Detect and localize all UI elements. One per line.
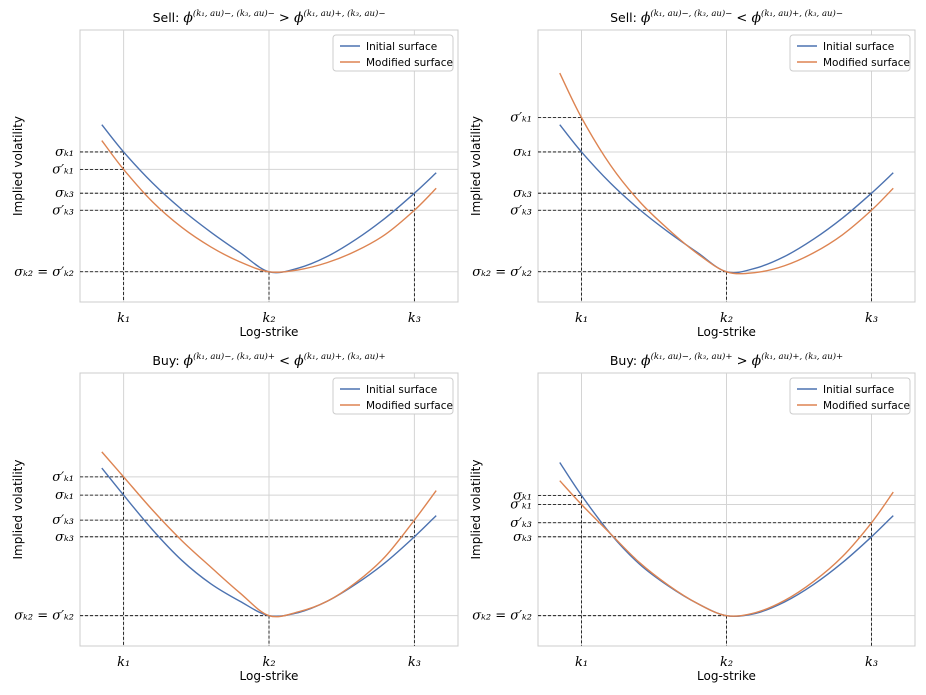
y-tick-label: σₖ₂ = σ′ₖ₂	[472, 265, 532, 280]
y-tick-label: σₖ₃	[513, 530, 532, 545]
chart-panel-3: σ′ₖ₁ σₖ₁ σ′ₖ₃ σₖ₃ σₖ₂ = σ′ₖ₂ k₁ k₂ k₃ Log-strike…	[11, 351, 459, 683]
y-tick-label: σₖ₃	[55, 530, 74, 545]
y-tick-label: σₖ₁	[513, 488, 532, 503]
y-axis-label: Implied volatility	[469, 460, 483, 560]
y-tick-label: σₖ₁	[55, 145, 74, 160]
x-tick-label: k₃	[865, 311, 878, 326]
legend-label-modified: Modified surface	[366, 57, 453, 69]
x-tick-label: k₁	[117, 311, 130, 326]
y-tick-label: σₖ₃	[55, 186, 74, 201]
x-tick-label: k₃	[408, 655, 421, 670]
y-axis-label: Implied volatility	[11, 460, 25, 560]
series-modified-surface	[101, 451, 437, 618]
legend-label-initial: Initial surface	[366, 384, 437, 396]
x-axis-label: Log-strike	[697, 669, 756, 683]
chart-panel-2: σ′ₖ₁ σₖ₁ σₖ₃ σ′ₖ₃ σₖ₂ = σ′ₖ₂ k₁ k₂ k₃ Log-strike…	[469, 8, 916, 339]
y-tick-label: σ′ₖ₃	[510, 516, 532, 531]
y-tick-label: σₖ₁	[513, 145, 532, 160]
chart-title: Buy: ϕ(k₁, au)−, (k₃, au)+ < ϕ(k₁, au)+,…	[152, 351, 385, 369]
legend-label-initial: Initial surface	[823, 41, 894, 53]
y-tick-label: σ′ₖ₃	[52, 513, 74, 528]
chart-title: Sell: ϕ(k₁, au)−, (k₃, au)− < ϕ(k₁, au)+…	[610, 8, 843, 26]
legend-label-modified: Modified surface	[823, 57, 910, 69]
chart-title: Sell: ϕ(k₁, au)−, (k₃, au)− > ϕ(k₁, au)+…	[153, 8, 386, 26]
legend-label-modified: Modified surface	[366, 400, 453, 412]
y-tick-label: σₖ₂ = σ′ₖ₂	[472, 609, 532, 624]
y-tick-label: σₖ₂ = σ′ₖ₂	[14, 265, 74, 280]
legend: Initial surface Modified surface	[789, 377, 911, 415]
x-tick-label: k₃	[408, 311, 421, 326]
y-tick-label: σ′ₖ₁	[510, 497, 532, 512]
x-tick-label: k₁	[575, 311, 588, 326]
y-axis-label: Implied volatility	[11, 116, 25, 216]
x-axis-label: Log-strike	[697, 325, 756, 339]
legend-label-modified: Modified surface	[823, 400, 910, 412]
legend-box	[789, 377, 911, 415]
y-tick-label: σₖ₁	[55, 488, 74, 503]
x-tick-label: k₂	[720, 655, 733, 670]
legend: Initial surface Modified surface	[332, 34, 454, 72]
x-tick-label: k₂	[262, 311, 275, 326]
x-tick-label: k₃	[865, 655, 878, 670]
legend: Initial surface Modified surface	[789, 34, 911, 72]
x-tick-label: k₂	[720, 311, 733, 326]
x-tick-label: k₁	[575, 655, 588, 670]
series-modified-surface	[101, 140, 437, 273]
x-tick-label: k₁	[117, 655, 130, 670]
x-axis-label: Log-strike	[240, 325, 299, 339]
legend-label-initial: Initial surface	[823, 384, 894, 396]
legend-box	[789, 34, 911, 72]
legend: Initial surface Modified surface	[332, 377, 454, 415]
y-tick-label: σ′ₖ₁	[52, 162, 74, 177]
chart-title: Buy: ϕ(k₁, au)−, (k₃, au)+ > ϕ(k₁, au)+,…	[610, 351, 843, 369]
y-tick-label: σ′ₖ₁	[52, 470, 74, 485]
legend-label-initial: Initial surface	[366, 41, 437, 53]
y-tick-label: σ′ₖ₁	[510, 111, 532, 126]
series-modified-surface	[559, 480, 894, 617]
y-axis-label: Implied volatility	[469, 116, 483, 216]
series-modified-surface	[559, 72, 894, 275]
y-tick-label: σ′ₖ₃	[510, 203, 532, 218]
x-tick-label: k₂	[262, 655, 275, 670]
legend-box	[332, 34, 454, 72]
y-tick-label: σₖ₃	[513, 186, 532, 201]
x-axis-label: Log-strike	[240, 669, 299, 683]
legend-box	[332, 377, 454, 415]
y-tick-label: σₖ₂ = σ′ₖ₂	[14, 609, 74, 624]
chart-panel-1: σₖ₁ σ′ₖ₁ σₖ₃ σ′ₖ₃ σₖ₂ = σ′ₖ₂ k₁ k₂ k₃ Log-strike…	[11, 8, 459, 339]
y-tick-label: σ′ₖ₃	[52, 203, 74, 218]
